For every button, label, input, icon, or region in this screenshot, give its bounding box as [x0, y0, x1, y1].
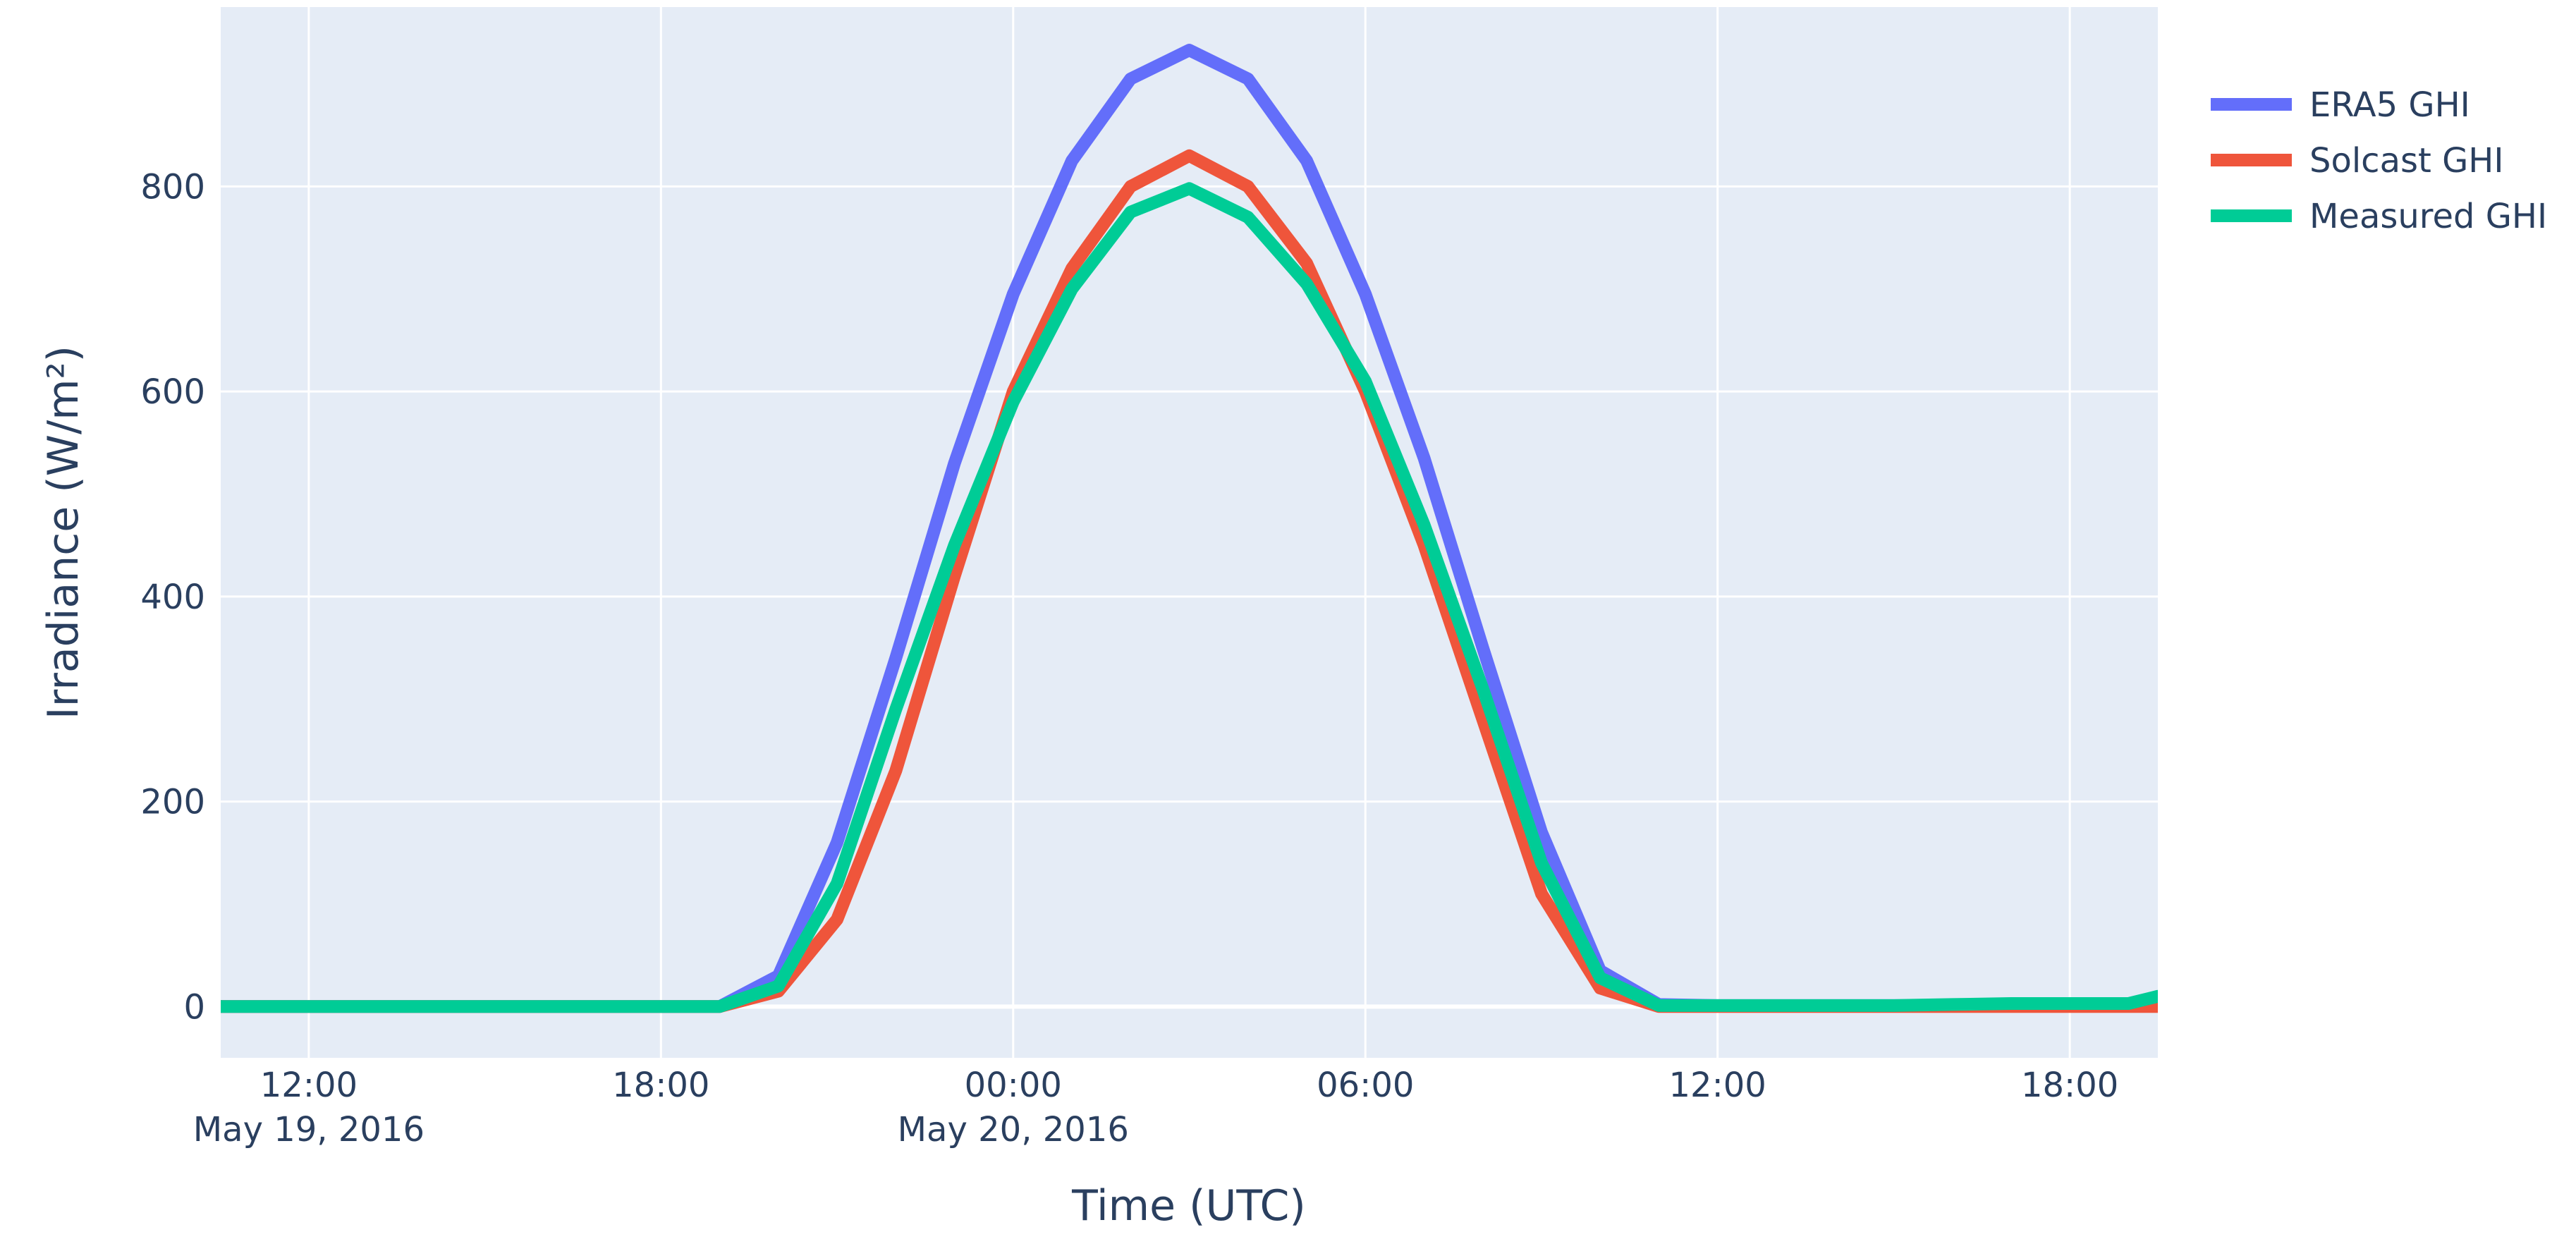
x-tick-label: 12:00 [1669, 1066, 1766, 1105]
legend-label: Measured GHI [2309, 197, 2547, 236]
x-tick-label: 06:00 [1317, 1066, 1414, 1105]
legend-item-1[interactable]: ERA5 GHI [2211, 85, 2470, 125]
x-axis-ticks: 12:00 May 19, 2016 18:00 00:00 May 20, 2016 0… [193, 1066, 2119, 1150]
y-axis-ticks: 0 200 400 600 800 [140, 167, 205, 1027]
legend-label: ERA5 GHI [2309, 85, 2470, 125]
y-tick-label: 800 [140, 167, 205, 207]
series-lines [221, 44, 2158, 1013]
series-line-3 [221, 182, 2158, 1013]
x-tick-label: 18:00 [2021, 1066, 2118, 1105]
x-tick-label: 00:00 [965, 1066, 1062, 1105]
legend[interactable]: ERA5 GHI Solcast GHI Measured GHI [2211, 85, 2547, 236]
y-tick-label: 200 [140, 783, 205, 822]
x-tick-sublabel: May 20, 2016 [898, 1110, 1129, 1150]
legend-item-2[interactable]: Solcast GHI [2211, 141, 2504, 181]
x-tick-label: 18:00 [612, 1066, 709, 1105]
y-tick-label: 600 [140, 372, 205, 412]
y-tick-label: 0 [183, 987, 205, 1027]
plot-background [221, 7, 2158, 1058]
legend-item-3[interactable]: Measured GHI [2211, 197, 2547, 236]
x-axis-title: Time (UTC) [1071, 1181, 1306, 1231]
y-axis-title: Irradiance (W/m²) [39, 346, 88, 719]
legend-label: Solcast GHI [2309, 141, 2504, 181]
x-tick-sublabel: May 19, 2016 [193, 1110, 425, 1150]
y-tick-label: 400 [140, 578, 205, 617]
x-tick-label: 12:00 [260, 1066, 358, 1105]
